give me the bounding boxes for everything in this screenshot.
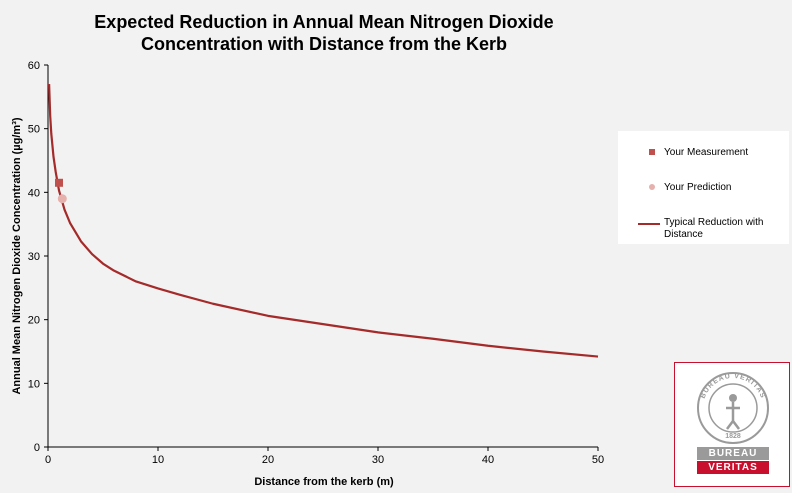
x-ticks: 0 10 20 30 40 50: [45, 447, 604, 466]
y-tick-label: 40: [28, 187, 40, 199]
logo-seal-year: 1828: [725, 433, 741, 440]
legend-circle-swatch: [649, 184, 655, 190]
chart-title-line-2: Concentration with Distance from the Ker…: [141, 34, 507, 54]
legend-label-typical: Typical Reduction with Distance: [664, 217, 764, 240]
prediction-point: [57, 194, 67, 204]
y-tick-label: 0: [34, 442, 40, 454]
chart-title-line-1: Expected Reduction in Annual Mean Nitrog…: [94, 12, 553, 32]
x-tick-label: 40: [482, 454, 494, 466]
y-tick-label: 10: [28, 378, 40, 390]
y-tick-label: 50: [28, 124, 40, 136]
x-tick-label: 50: [592, 454, 604, 466]
x-tick-label: 10: [152, 454, 164, 466]
legend-label-prediction: Your Prediction: [664, 182, 732, 193]
legend: Your Measurement Your Prediction Typical…: [618, 131, 789, 244]
logo-word-bureau: BUREAU: [697, 447, 769, 460]
y-axis-title: Annual Mean Nitrogen Dioxide Concentrati…: [11, 117, 23, 394]
y-tick-label: 60: [28, 60, 40, 72]
x-tick-label: 20: [262, 454, 274, 466]
logo-seal: BUREAU VERITAS 1828: [697, 372, 769, 444]
x-axis-title: Distance from the kerb (m): [254, 476, 394, 488]
legend-line-swatch: [638, 223, 660, 225]
x-tick-label: 0: [45, 454, 51, 466]
series-line-typical-reduction: [48, 84, 599, 358]
series-layer: [48, 84, 599, 358]
x-tick-label: 30: [372, 454, 384, 466]
legend-square-swatch: [649, 149, 655, 155]
y-tick-label: 20: [28, 315, 40, 327]
y-ticks: 0 10 20 30 40 50 60: [28, 60, 48, 454]
bureau-veritas-logo: BUREAU VERITAS 1828 BUREAU VERITAS: [674, 362, 790, 487]
measurement-point: [55, 178, 63, 187]
logo-word-veritas: VERITAS: [697, 461, 769, 474]
y-tick-label: 30: [28, 251, 40, 263]
legend-label-measurement: Your Measurement: [664, 147, 749, 158]
